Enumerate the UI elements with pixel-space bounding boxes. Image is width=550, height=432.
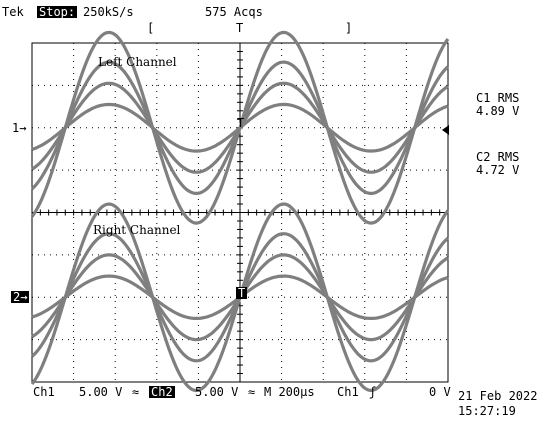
- timebase: M 200µs: [264, 385, 315, 399]
- trigger-level: 0 V: [429, 385, 451, 399]
- ch2-ground-marker: 2→: [11, 290, 30, 304]
- left-channel-label: Left Channel: [98, 55, 177, 69]
- ch2-label: Ch2: [149, 385, 175, 399]
- trigger-level-arrow-icon: [442, 125, 449, 135]
- ch2-coupling-icon: ≈: [248, 385, 256, 399]
- trigger-level-marker: T: [236, 286, 248, 300]
- ch1-label: Ch1: [33, 385, 55, 399]
- trigger-point-marker: T: [237, 116, 245, 130]
- time: 15:27:19: [458, 404, 516, 418]
- ch2-scale: 5.00 V: [195, 385, 239, 399]
- acquisition-count: 575 Acqs: [205, 5, 263, 19]
- ch1-coupling-icon: ≈: [132, 385, 140, 399]
- trigger-bracket-left: [: [147, 21, 155, 35]
- trigger-bracket-right: ]: [345, 21, 353, 35]
- c1-rms-label: C1 RMS: [476, 91, 520, 105]
- trigger-source: Ch1: [337, 385, 359, 399]
- trigger-slope-icon: ʃ: [369, 385, 377, 399]
- ch1-ground-marker: 1→: [12, 121, 27, 135]
- c2-rms-value: 4.72 V: [476, 163, 520, 177]
- trigger-bracket-mark: T: [236, 21, 244, 35]
- c1-rms-value: 4.89 V: [476, 104, 520, 118]
- header-brand: Tek: [2, 5, 24, 19]
- date: 21 Feb 2022: [458, 389, 538, 403]
- ch1-scale: 5.00 V: [79, 385, 123, 399]
- trace-left-4: [30, 30, 450, 225]
- sample-rate: 250kS/s: [83, 5, 134, 19]
- right-channel-label: Right Channel: [93, 223, 181, 237]
- run-state-badge: Stop:: [37, 5, 78, 19]
- c2-rms-label: C2 RMS: [476, 150, 520, 164]
